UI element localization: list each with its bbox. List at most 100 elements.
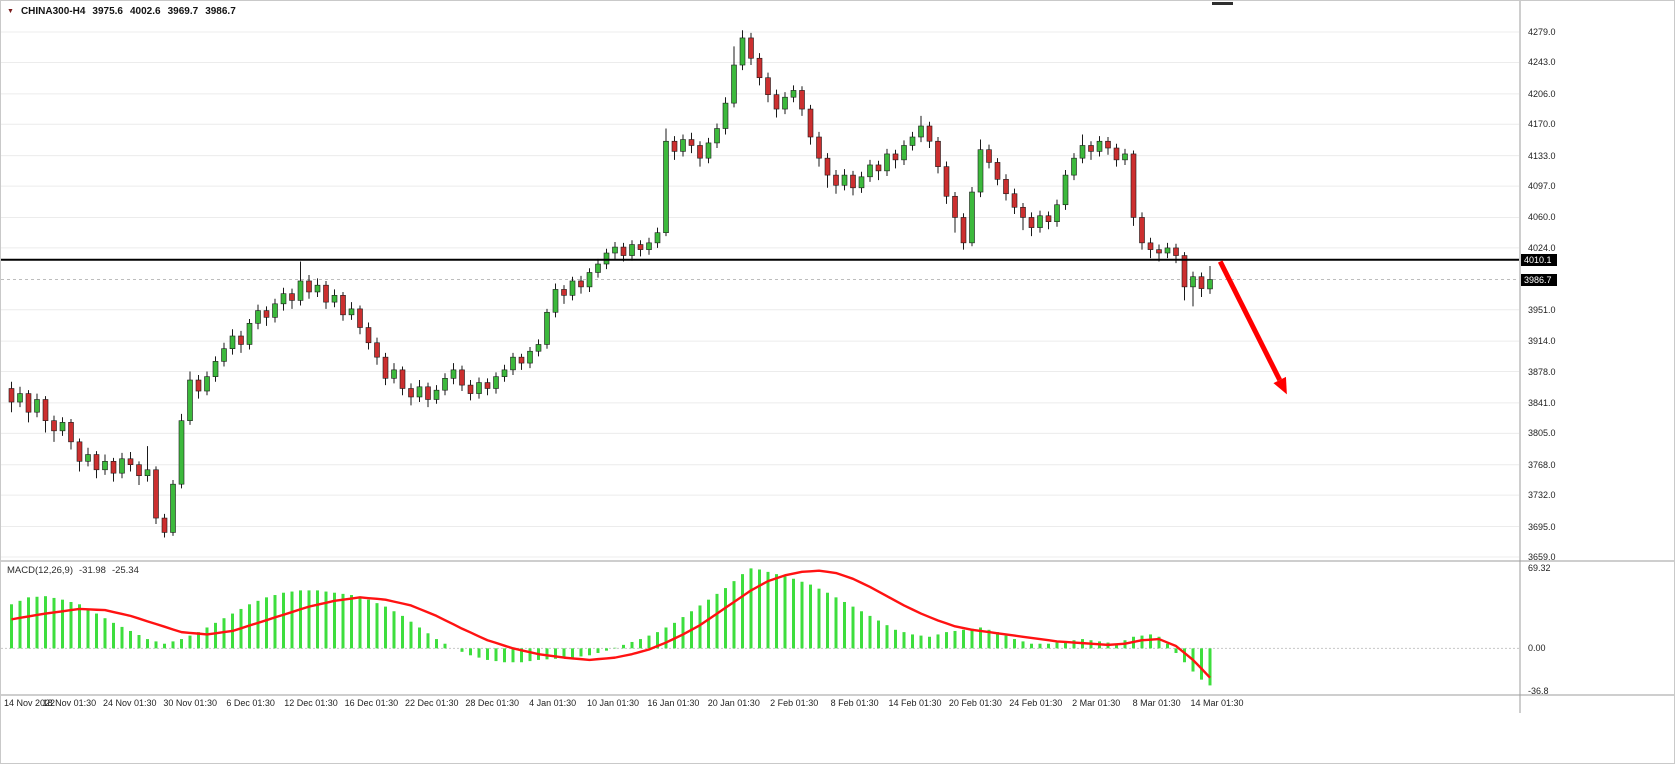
chart-shift-marker[interactable] [1212, 2, 1233, 5]
candle [552, 289, 559, 313]
candle [586, 272, 593, 288]
candle [680, 139, 686, 152]
candle [195, 379, 202, 392]
candle [144, 469, 151, 477]
price-axis-label: 3695.0 [1528, 521, 1556, 532]
price-axis-label: 3768.0 [1528, 459, 1556, 470]
price-axis-label: 4024.0 [1528, 242, 1556, 253]
candle [535, 344, 542, 352]
candle [1088, 145, 1094, 152]
candle [416, 386, 423, 398]
symbol-dropdown-icon[interactable]: ▼ [7, 7, 14, 15]
price-axis-label: 4279.0 [1528, 27, 1556, 37]
candle [314, 284, 321, 293]
candle [510, 356, 516, 371]
candle [8, 388, 15, 403]
price-axis-label: 4206.0 [1528, 88, 1556, 99]
candle [289, 293, 295, 301]
trend-arrow-head[interactable] [1273, 376, 1287, 395]
candle [1198, 276, 1205, 289]
candle [926, 125, 933, 142]
candle [221, 348, 227, 362]
macd-axis-label: 69.32 [1528, 563, 1551, 573]
candle [620, 246, 627, 256]
candle [977, 149, 984, 193]
candle [960, 217, 967, 244]
candle [42, 399, 49, 421]
price-axis-label: 3841.0 [1528, 397, 1556, 408]
candle [127, 458, 134, 466]
candle [646, 242, 652, 250]
candle [943, 166, 950, 197]
price-axis-label: 4097.0 [1528, 181, 1556, 192]
candle [1054, 204, 1060, 222]
candle [187, 379, 193, 421]
candle [850, 174, 856, 189]
candle [952, 195, 958, 218]
candle [1190, 276, 1196, 288]
candle [467, 384, 474, 394]
candle [756, 57, 763, 79]
price-axis-label: 4243.0 [1528, 57, 1556, 68]
candle [663, 140, 669, 233]
candle [1062, 174, 1069, 206]
candle [578, 280, 584, 288]
candle [901, 145, 907, 161]
candle [1173, 247, 1179, 256]
candle [476, 382, 482, 394]
candle [714, 128, 720, 144]
candle [1130, 153, 1137, 218]
hline-price-tag: 4010.1 [1521, 253, 1557, 266]
price-axis-label: 3951.0 [1528, 304, 1556, 315]
price-axis-label: 3805.0 [1528, 428, 1556, 439]
candle [1105, 140, 1111, 149]
candle [1045, 215, 1052, 222]
candle [1037, 215, 1043, 228]
candle [357, 308, 363, 328]
candle [1181, 255, 1188, 288]
candle [875, 164, 882, 172]
time-axis-label: 30 Nov 01:30 [163, 698, 217, 708]
candle [51, 420, 57, 432]
candle [85, 454, 91, 462]
candle [280, 293, 287, 305]
candle [484, 382, 491, 389]
candle [595, 263, 601, 273]
candle [994, 162, 1001, 180]
candle [748, 37, 754, 59]
candle [170, 483, 176, 533]
candle [119, 458, 125, 474]
candle [433, 389, 440, 400]
candle [527, 350, 533, 364]
candle [969, 191, 975, 244]
candle [1207, 279, 1213, 290]
macd-main-value: -31.98 [79, 565, 106, 576]
candle [569, 280, 576, 296]
candle [807, 108, 814, 138]
bid-price-tag: 3986.7 [1521, 273, 1557, 286]
candle [1147, 242, 1154, 250]
candle [986, 149, 992, 163]
candle [909, 136, 916, 146]
candle [323, 284, 329, 303]
time-axis-label: 8 Feb 01:30 [830, 698, 879, 708]
time-axis-label: 24 Feb 01:30 [1009, 698, 1063, 708]
candle [1139, 217, 1145, 244]
candle [238, 335, 244, 345]
candle [136, 464, 142, 477]
candle [501, 369, 508, 377]
price-axis-label: 3659.0 [1528, 552, 1556, 562]
macd-header: MACD(12,26,9) -31.98 -25.34 [7, 565, 139, 576]
candle [858, 176, 865, 189]
candle [1028, 217, 1035, 228]
time-axis-label: 20 Feb 01:30 [948, 698, 1002, 708]
trend-arrow[interactable] [1217, 260, 1282, 382]
symbol-timeframe-label: CHINA300-H4 [20, 6, 86, 17]
candle [340, 295, 346, 316]
candle [773, 94, 780, 110]
candle [739, 37, 746, 66]
candle [255, 310, 261, 324]
price-axis-label: 4060.0 [1528, 212, 1556, 223]
